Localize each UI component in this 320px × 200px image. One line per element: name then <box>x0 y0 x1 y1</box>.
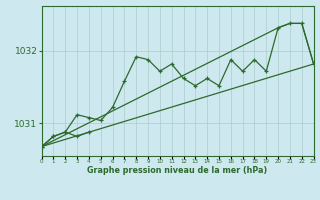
X-axis label: Graphe pression niveau de la mer (hPa): Graphe pression niveau de la mer (hPa) <box>87 166 268 175</box>
